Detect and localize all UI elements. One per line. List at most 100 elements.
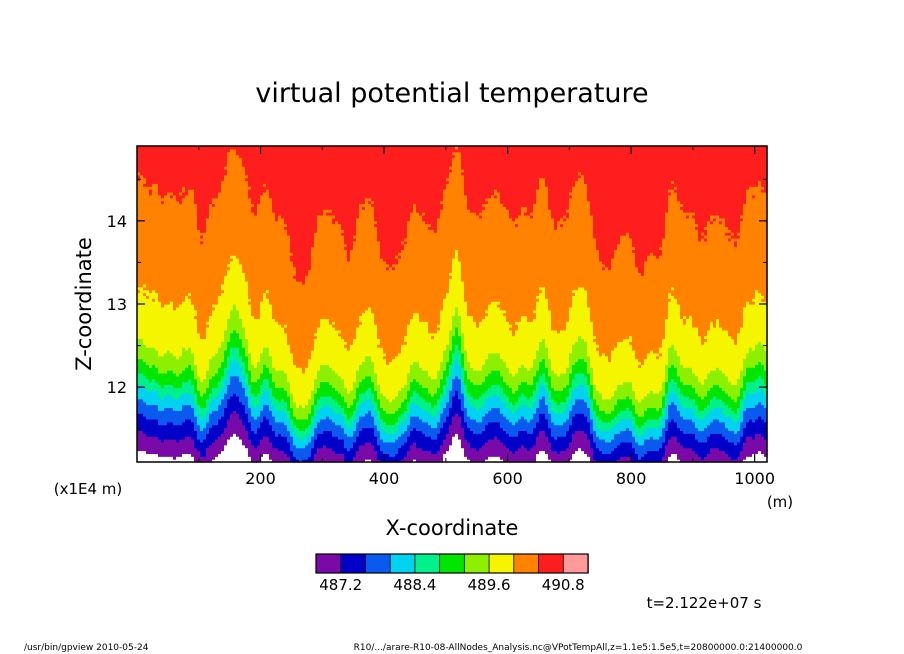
heatmap-cell bbox=[653, 146, 657, 256]
heatmap-cell bbox=[665, 430, 669, 446]
heatmap-cell bbox=[533, 427, 537, 446]
heatmap-cell bbox=[644, 430, 648, 440]
heatmap-cell bbox=[710, 398, 714, 411]
heatmap-cell bbox=[584, 387, 588, 403]
heatmap-cell bbox=[617, 398, 621, 414]
heatmap-cell bbox=[164, 384, 168, 397]
heatmap-cell bbox=[212, 306, 216, 311]
heatmap-cell bbox=[731, 430, 735, 443]
heatmap-cell bbox=[320, 433, 324, 449]
heatmap-cell bbox=[665, 318, 669, 365]
heatmap-cell bbox=[713, 447, 717, 463]
heatmap-cell bbox=[551, 421, 555, 437]
heatmap-cell bbox=[407, 324, 411, 374]
heatmap-cell bbox=[410, 416, 414, 431]
heatmap-cell bbox=[434, 404, 438, 417]
heatmap-cell bbox=[317, 214, 321, 328]
heatmap-cell bbox=[149, 146, 153, 187]
heatmap-cell bbox=[380, 347, 384, 394]
heatmap-cell bbox=[161, 200, 165, 205]
heatmap-cell bbox=[749, 418, 753, 437]
heatmap-cell bbox=[629, 344, 633, 383]
heatmap-cell bbox=[743, 306, 747, 360]
heatmap-cell bbox=[458, 151, 462, 262]
heatmap-cell bbox=[404, 344, 408, 386]
heatmap-cell bbox=[704, 427, 708, 443]
heatmap-cell bbox=[170, 421, 174, 440]
heatmap-cell bbox=[455, 249, 459, 308]
heatmap-cell bbox=[179, 203, 183, 305]
heatmap-cell bbox=[632, 447, 636, 463]
heatmap-cell bbox=[353, 430, 357, 443]
heatmap-cell bbox=[650, 450, 654, 463]
heatmap-cell bbox=[596, 146, 600, 251]
heatmap-cell bbox=[371, 416, 375, 429]
heatmap-cell bbox=[722, 413, 726, 423]
heatmap-cell bbox=[494, 456, 498, 463]
heatmap-cell bbox=[389, 413, 393, 426]
heatmap-cell bbox=[410, 381, 414, 397]
heatmap-cell bbox=[245, 174, 249, 179]
heatmap-cell bbox=[470, 381, 474, 397]
heatmap-cell bbox=[641, 146, 645, 276]
heatmap-cell bbox=[590, 410, 594, 420]
heatmap-cell bbox=[716, 418, 720, 434]
heatmap-cell bbox=[329, 209, 333, 213]
heatmap-cell bbox=[704, 456, 708, 463]
heatmap-cell bbox=[599, 355, 603, 394]
heatmap-cell bbox=[530, 395, 534, 409]
heatmap-cell bbox=[338, 424, 342, 440]
heatmap-cell bbox=[419, 214, 423, 322]
heatmap-cell bbox=[557, 146, 561, 222]
heatmap-cell bbox=[563, 421, 567, 437]
heatmap-cell bbox=[689, 384, 693, 400]
heatmap-cell bbox=[413, 441, 417, 460]
heatmap-cell bbox=[317, 387, 321, 400]
heatmap-cell bbox=[227, 355, 231, 371]
heatmap-cell bbox=[224, 407, 228, 429]
heatmap-cell bbox=[266, 436, 270, 454]
heatmap-cell bbox=[539, 146, 543, 179]
heatmap-cell bbox=[272, 381, 276, 397]
heatmap-cell bbox=[344, 347, 348, 388]
heatmap-cell bbox=[536, 298, 540, 302]
heatmap-cell bbox=[575, 146, 579, 182]
heatmap-cell bbox=[515, 410, 519, 423]
heatmap-cell bbox=[740, 326, 744, 371]
heatmap-cell bbox=[761, 378, 765, 391]
heatmap-cell bbox=[371, 381, 375, 394]
heatmap-cell bbox=[707, 453, 711, 463]
heatmap-cell bbox=[332, 398, 336, 411]
heatmap-cell bbox=[524, 430, 528, 449]
heatmap-cell bbox=[476, 398, 480, 411]
heatmap-cell bbox=[308, 456, 312, 463]
heatmap-cell bbox=[236, 154, 240, 259]
heatmap-cell bbox=[146, 289, 150, 296]
heatmap-cell bbox=[539, 341, 543, 363]
heatmap-cell bbox=[155, 390, 159, 406]
heatmap-cell bbox=[188, 295, 192, 299]
heatmap-cell bbox=[671, 286, 675, 291]
heatmap-cell bbox=[380, 427, 384, 440]
heatmap-cell bbox=[443, 189, 447, 299]
heatmap-cell bbox=[230, 413, 234, 437]
heatmap-cell bbox=[266, 292, 270, 299]
heatmap-cell bbox=[176, 456, 180, 463]
heatmap-cell bbox=[197, 146, 201, 230]
heatmap-cell bbox=[206, 447, 210, 463]
heatmap-cell bbox=[227, 384, 231, 400]
heatmap-cell bbox=[512, 453, 516, 463]
heatmap-cell bbox=[353, 235, 357, 239]
heatmap-cell bbox=[623, 430, 627, 443]
heatmap-cell bbox=[590, 447, 594, 463]
heatmap-cell bbox=[569, 194, 573, 199]
heatmap-cell bbox=[587, 146, 591, 202]
heatmap-cell bbox=[578, 335, 582, 360]
heatmap-cell bbox=[311, 436, 315, 449]
heatmap-cell bbox=[191, 407, 195, 423]
heatmap-cell bbox=[668, 381, 672, 394]
heatmap-cell bbox=[191, 395, 195, 409]
heatmap-cell bbox=[338, 375, 342, 394]
heatmap-cell bbox=[161, 410, 165, 426]
heatmap-cell bbox=[329, 418, 333, 431]
